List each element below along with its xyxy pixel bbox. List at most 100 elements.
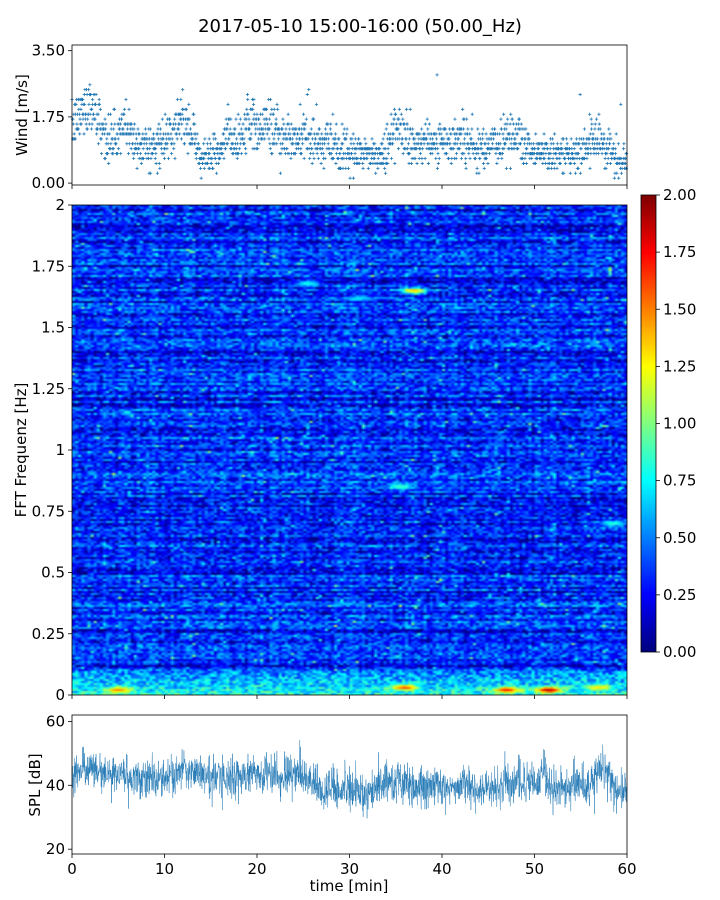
- wind-point: [282, 122, 286, 126]
- wind-point: [608, 142, 612, 146]
- wind-point: [510, 137, 514, 141]
- wind-point: [493, 127, 497, 131]
- wind-point: [138, 151, 143, 156]
- wind-point: [322, 166, 326, 170]
- wind-point: [307, 88, 311, 92]
- wind-point: [411, 127, 415, 131]
- colorbar-tick-label: 0.00: [663, 643, 696, 661]
- wind-point: [146, 151, 150, 156]
- wind-point: [453, 117, 457, 121]
- wind-point: [561, 151, 565, 156]
- wind-point: [564, 137, 569, 141]
- wind-axes-frame: [71, 44, 628, 186]
- wind-point: [132, 151, 136, 156]
- wind-point: [573, 171, 578, 175]
- wind-point: [452, 147, 456, 151]
- wind-point: [85, 127, 90, 131]
- wind-point: [497, 147, 501, 151]
- wind-point: [181, 88, 185, 92]
- wind-point: [263, 137, 267, 141]
- wind-point: [198, 161, 202, 166]
- wind-point: [299, 151, 303, 156]
- wind-point: [84, 122, 88, 126]
- wind-point: [312, 156, 316, 161]
- spectrogram-y-ticks: 0 0.25 0.5 0.75 1 1.25 1.5 1.75 2: [32, 196, 72, 704]
- wind-point: [303, 127, 307, 131]
- wind-point: [370, 137, 374, 141]
- wind-point: [158, 127, 163, 131]
- wind-point: [577, 142, 581, 146]
- wind-point: [470, 127, 474, 131]
- wind-point: [587, 142, 591, 146]
- wind-point: [102, 132, 106, 136]
- wind-point: [300, 137, 304, 141]
- wind-point: [90, 122, 94, 126]
- colorbar-tick-label: 1.25: [663, 357, 696, 375]
- wind-point: [342, 127, 346, 131]
- wind-point: [353, 151, 357, 156]
- wind-point: [359, 142, 363, 146]
- wind-point: [245, 92, 250, 97]
- wind-point: [298, 102, 302, 107]
- wind-point: [373, 142, 377, 146]
- wind-point: [172, 127, 176, 131]
- wind-point: [314, 102, 319, 107]
- wind-point: [415, 161, 419, 166]
- wind-point: [116, 151, 120, 156]
- wind-point: [351, 176, 356, 180]
- wind-point: [275, 142, 279, 146]
- wind-point: [268, 127, 272, 131]
- wind-point: [389, 112, 393, 116]
- wind-point: [160, 142, 164, 146]
- wind-point: [418, 132, 422, 136]
- wind-point: [338, 151, 342, 156]
- wind-point: [435, 142, 439, 146]
- wind-point: [126, 151, 131, 156]
- wind-point: [385, 156, 389, 161]
- wind-point: [515, 132, 520, 136]
- wind-point: [357, 137, 361, 141]
- wind-point: [225, 127, 229, 131]
- wind-point: [422, 132, 427, 136]
- wind-point: [235, 142, 240, 146]
- wind-point: [151, 151, 155, 156]
- wind-point: [91, 112, 96, 116]
- wind-point: [436, 147, 440, 151]
- wind-point: [135, 166, 139, 170]
- wind-point: [288, 132, 292, 136]
- wind-point: [400, 142, 404, 146]
- wind-point: [589, 147, 593, 151]
- wind-point: [316, 132, 320, 136]
- wind-point: [281, 117, 285, 121]
- wind-point: [341, 166, 345, 170]
- wind-point: [168, 117, 172, 121]
- wind-point: [551, 156, 555, 161]
- wind-point: [278, 171, 283, 175]
- x-tick-label: 0: [67, 860, 77, 878]
- wind-point: [477, 171, 481, 175]
- wind-point: [260, 112, 264, 116]
- wind-point: [614, 132, 618, 136]
- wind-point: [132, 127, 136, 131]
- wind-point: [144, 132, 148, 136]
- wind-point: [301, 142, 305, 146]
- wind-point: [297, 142, 301, 146]
- wind-point: [206, 161, 210, 166]
- wind-point: [145, 142, 149, 146]
- wind-point: [490, 142, 495, 146]
- wind-point: [427, 122, 431, 126]
- wind-point: [184, 107, 188, 111]
- wind-point: [616, 142, 620, 146]
- wind-point: [480, 132, 484, 136]
- y-tick-label: 60: [46, 712, 65, 730]
- wind-point: [584, 142, 588, 146]
- wind-point: [397, 137, 401, 141]
- wind-point: [180, 112, 184, 116]
- wind-point: [550, 137, 554, 141]
- wind-point: [601, 142, 606, 146]
- wind-point: [105, 137, 109, 141]
- wind-point: [396, 147, 401, 151]
- wind-point: [153, 147, 158, 151]
- wind-point: [137, 147, 141, 151]
- wind-point: [193, 142, 197, 146]
